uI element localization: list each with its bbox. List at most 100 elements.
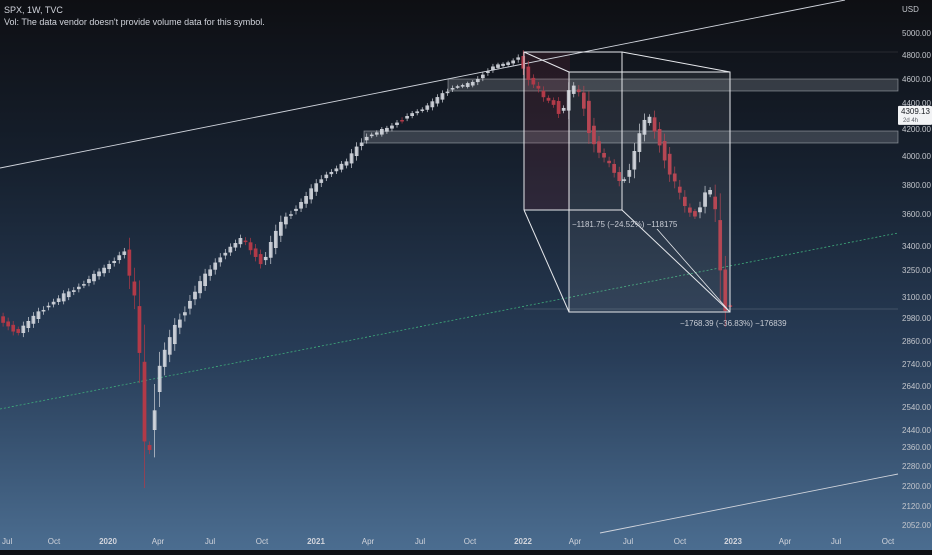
time-tick-label: Jul: [623, 537, 633, 546]
candle-body: [36, 311, 41, 319]
candle-body: [97, 271, 101, 277]
current-price-countdown: 2d 4h: [903, 118, 918, 124]
candle-body: [602, 153, 606, 158]
candle-body: [359, 142, 364, 146]
time-tick-label: Apr: [569, 537, 582, 546]
price-tick-label: 3100.00: [902, 293, 931, 302]
candle-body: [329, 171, 334, 175]
candle-body: [718, 220, 723, 271]
candle-body: [405, 116, 409, 119]
mid-channel-line: [0, 232, 899, 410]
candle-body: [339, 163, 344, 170]
candle-body: [157, 365, 162, 392]
candle-body: [385, 127, 389, 132]
projection-box-edge: [523, 209, 570, 313]
candle-body: [642, 119, 647, 135]
time-tick-label: 2021: [307, 537, 325, 546]
candles: [1, 50, 733, 488]
upper-channel-line: [0, 0, 846, 169]
candle-body: [349, 153, 354, 164]
candle-body: [627, 170, 632, 177]
candle-body: [425, 105, 430, 110]
candle-body: [374, 132, 379, 135]
candle-body: [61, 293, 66, 302]
time-axis: Jul Oct 2020 Apr Jul Oct 2021 Apr Jul Oct 2022 Apr J…: [2, 537, 895, 546]
projection-box-fill: [569, 72, 730, 312]
lower-channel-line: [599, 473, 899, 534]
current-price-badge: [898, 105, 932, 125]
decline-shade: [524, 52, 570, 210]
symbol-line[interactable]: SPX, 1W, TVC: [4, 5, 63, 15]
candle-body: [188, 300, 192, 309]
candle-body: [698, 207, 702, 213]
candle-body: [491, 66, 495, 71]
candle-body: [71, 290, 76, 292]
price-tick-label: 2052.00: [902, 521, 931, 530]
candle-body: [223, 252, 228, 256]
volume-note: Vol: The data vendor doesn't provide vol…: [4, 17, 265, 27]
price-axis: USD 5000.00 4800.00 4600.00 4400.00 4200.00 40…: [898, 5, 932, 530]
candle-body: [46, 305, 51, 308]
price-tick-label: 2360.00: [902, 443, 931, 452]
time-tick-label: Jul: [415, 537, 425, 546]
candle-body: [66, 291, 71, 298]
candle-body: [233, 243, 238, 248]
time-tick-label: 2022: [514, 537, 532, 546]
candle-body: [556, 100, 561, 114]
candle-body: [622, 179, 627, 181]
candle-body: [152, 410, 157, 431]
candle-body: [571, 85, 576, 94]
candle-body: [284, 216, 288, 225]
candle-body: [208, 269, 213, 276]
candle-body: [455, 86, 460, 88]
candle-body: [167, 337, 172, 355]
current-price-label: 4309.13: [901, 107, 930, 116]
candle-body: [172, 324, 177, 345]
candle-body: [475, 79, 480, 83]
candle-body: [657, 129, 662, 146]
candle-body: [107, 264, 112, 270]
time-tick-label: Apr: [779, 537, 792, 546]
price-tick-label: 2120.00: [902, 502, 931, 511]
candle-body: [213, 262, 218, 270]
candle-body: [506, 62, 510, 65]
candle-body: [193, 291, 197, 300]
candle-body: [410, 113, 414, 116]
candle-body: [238, 238, 243, 245]
legend: SPX, 1W, TVC Vol: The data vendor doesn'…: [4, 4, 265, 28]
price-tick-label: 2740.00: [902, 360, 931, 369]
candle-body: [667, 153, 672, 175]
candle-body: [117, 255, 122, 261]
price-tick-label: 4800.00: [902, 51, 931, 60]
candle-body: [470, 81, 475, 86]
candle-body: [435, 97, 440, 104]
candle-body: [688, 207, 692, 213]
candle-body: [324, 174, 329, 179]
candle-body: [496, 64, 500, 68]
candle-body: [299, 202, 303, 209]
candle-body: [481, 74, 485, 79]
time-tick-label: 2023: [724, 537, 742, 546]
time-tick-label: Jul: [2, 537, 12, 546]
candle-body: [112, 261, 117, 264]
candle-body: [703, 192, 707, 207]
candle-body: [87, 279, 91, 283]
time-tick-label: Oct: [256, 537, 269, 546]
candle-body: [460, 85, 465, 87]
candle-body: [672, 173, 677, 182]
candle-body: [51, 301, 56, 305]
candle-body: [364, 136, 369, 141]
price-tick-label: 2440.00: [902, 426, 931, 435]
candle-body: [178, 319, 182, 328]
time-tick-label: Oct: [674, 537, 687, 546]
candle-body: [268, 242, 273, 258]
candle-body: [390, 125, 394, 129]
price-tick-label: 3400.00: [902, 242, 931, 251]
candle-body: [597, 141, 601, 153]
price-tick-label: 2860.00: [902, 337, 931, 346]
candle-body: [334, 168, 339, 172]
candle-body: [258, 254, 263, 265]
resistance-zone-lower: [363, 130, 899, 144]
